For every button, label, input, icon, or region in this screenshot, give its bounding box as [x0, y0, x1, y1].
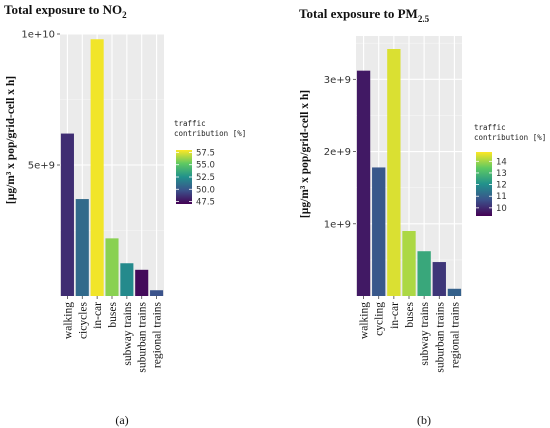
- x-tick-label: suburban trains: [434, 301, 446, 372]
- chart-title: Total exposure to PM2.5: [299, 6, 430, 24]
- bar-suburban-trains: [135, 269, 149, 296]
- y-tick-label: 2e+9: [324, 147, 351, 158]
- colorbar-tick-label: 47.5: [196, 198, 215, 208]
- chart-title-main: Total exposure to PM: [299, 6, 418, 21]
- x-tick-label: buses: [107, 301, 119, 327]
- colorbar-tick-label: 12: [496, 181, 507, 191]
- y-tick-label: 1e+10: [21, 30, 55, 41]
- colorbar-tick-label: 55.0: [196, 161, 215, 171]
- y-axis-label: [µg/m³ x pop/grid-cell x h]: [299, 90, 311, 218]
- legend-title-line: traffic: [174, 119, 206, 128]
- x-tick-label: cicycles: [77, 301, 89, 339]
- colorbar-gradient: [176, 150, 192, 204]
- x-tick-label: walking: [359, 302, 371, 339]
- bar-buses: [105, 238, 119, 296]
- legend-title-line: traffic: [474, 123, 506, 132]
- colorbar-tick-label: 14: [496, 157, 507, 167]
- panel-label: (b): [417, 413, 431, 427]
- y-axis-label: [µg/m³ x pop/grid-cell x h]: [5, 76, 17, 204]
- bar-subway-trains: [120, 263, 134, 296]
- colorbar-tick-label: 11: [496, 192, 507, 202]
- x-tick-label: cycling: [374, 302, 386, 336]
- x-tick-label: buses: [404, 301, 416, 327]
- colorbar-tick-label: 57.5: [196, 148, 215, 158]
- x-tick-label: suburban trains: [137, 301, 149, 372]
- bar-subway-trains: [417, 251, 431, 296]
- colorbar-tick-label: 10: [496, 204, 507, 214]
- x-tick-label: subway trains: [419, 301, 431, 365]
- bar-in-car: [387, 49, 401, 296]
- panel-label: (a): [115, 413, 128, 427]
- legend-title-line: contribution [%]: [174, 129, 246, 138]
- colorbar-tick-label: 13: [496, 169, 507, 179]
- x-tick-label: in-car: [389, 302, 401, 329]
- chart-title: Total exposure to NO2: [4, 2, 127, 20]
- bar-cicycles: [75, 199, 89, 296]
- chart-title-main: Total exposure to NO: [4, 2, 122, 17]
- legend-title-line: contribution [%]: [474, 133, 546, 142]
- bar-suburban-trains: [432, 262, 446, 296]
- x-tick-label: regional trains: [152, 301, 164, 368]
- y-tick-label: 3e+9: [324, 75, 351, 86]
- bar-buses: [402, 231, 416, 296]
- y-tick-label: 1e+9: [324, 219, 351, 230]
- chart-panel-pm25: Total exposure to PM2.5 1e+9 2e+9 3e+9 walki…: [299, 6, 546, 427]
- bar-regional-trains: [150, 290, 164, 296]
- bar-walking: [60, 133, 74, 296]
- colorbar-gradient: [476, 152, 492, 216]
- bar-cycling: [372, 167, 386, 296]
- bar-regional-trains: [447, 288, 462, 296]
- colorbar-tick-label: 52.5: [196, 173, 215, 183]
- x-tick-label: in-car: [92, 302, 104, 329]
- bar-walking: [356, 70, 371, 297]
- x-tick-label: regional trains: [449, 301, 461, 368]
- chart-title-subscript: 2.5: [418, 14, 430, 24]
- x-tick-label: walking: [62, 302, 74, 339]
- x-tick-label: subway trains: [122, 301, 134, 365]
- chart-panel-no2: Total exposure to NO2 5e+9 1e+10 walking cic…: [4, 2, 246, 427]
- colorbar-tick-label: 50.0: [196, 185, 215, 195]
- chart-title-subscript: 2: [122, 10, 127, 20]
- bar-in-car: [90, 39, 104, 297]
- y-tick-label: 5e+9: [28, 161, 55, 172]
